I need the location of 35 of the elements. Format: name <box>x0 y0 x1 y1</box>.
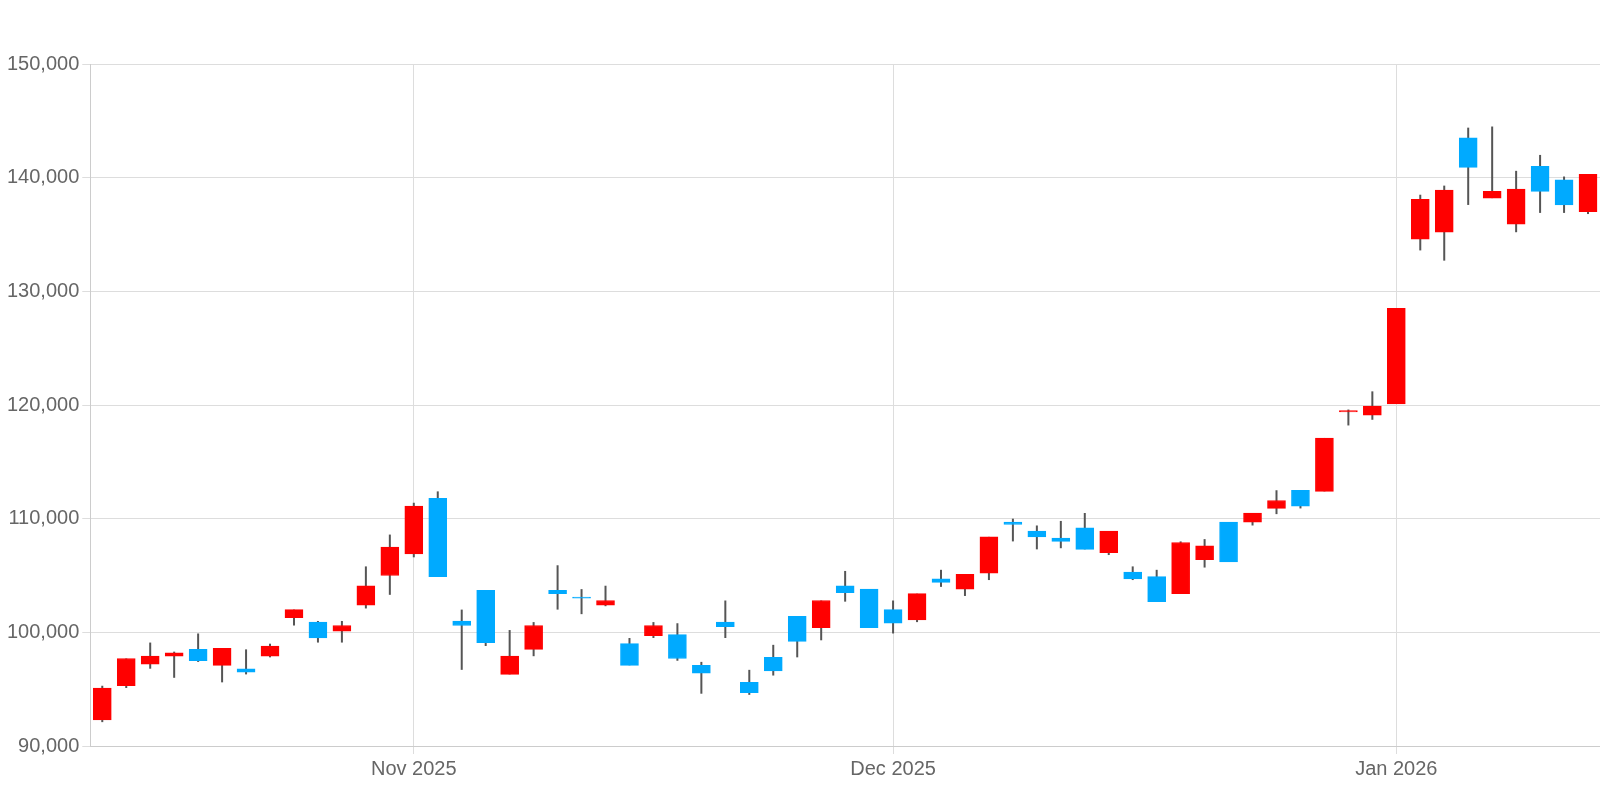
candlestick <box>548 564 567 611</box>
candlestick <box>1147 568 1166 603</box>
y-tick-label: 90,000 <box>18 733 80 756</box>
candlestick <box>236 648 256 676</box>
candlestick <box>620 637 639 667</box>
candlestick <box>668 622 687 662</box>
x-tick-label: Jan 2026 <box>1355 756 1438 779</box>
candlestick <box>164 650 184 679</box>
candlestick <box>1051 519 1071 550</box>
candlestick <box>1267 489 1286 516</box>
candlestick <box>1363 390 1382 421</box>
candlestick <box>692 660 711 695</box>
y-tick-label: 150,000 <box>7 51 80 74</box>
candlestick <box>787 615 807 659</box>
candlestick <box>524 621 543 658</box>
y-tick-label: 110,000 <box>8 506 80 529</box>
y-tick-label: 130,000 <box>7 278 80 301</box>
x-tick-label: Dec 2025 <box>850 756 936 779</box>
candlestick <box>1554 175 1574 214</box>
candlestick <box>332 619 352 644</box>
candlestick <box>596 584 615 608</box>
candlestick <box>716 599 735 640</box>
candlestick <box>1530 153 1550 214</box>
candlestick <box>1003 517 1023 543</box>
x-tick-label: Nov 2025 <box>370 756 457 779</box>
candlestick <box>1099 530 1119 557</box>
candlestick <box>1075 511 1095 551</box>
candlestick <box>739 668 759 696</box>
y-tick-label: 100,000 <box>7 619 80 642</box>
y-tick-label: 120,000 <box>7 392 80 415</box>
candlestick <box>140 641 160 670</box>
y-tick-label: 140,000 <box>7 165 80 188</box>
candlestick <box>572 588 591 616</box>
candlestick <box>835 569 855 603</box>
candlestick <box>452 608 472 671</box>
